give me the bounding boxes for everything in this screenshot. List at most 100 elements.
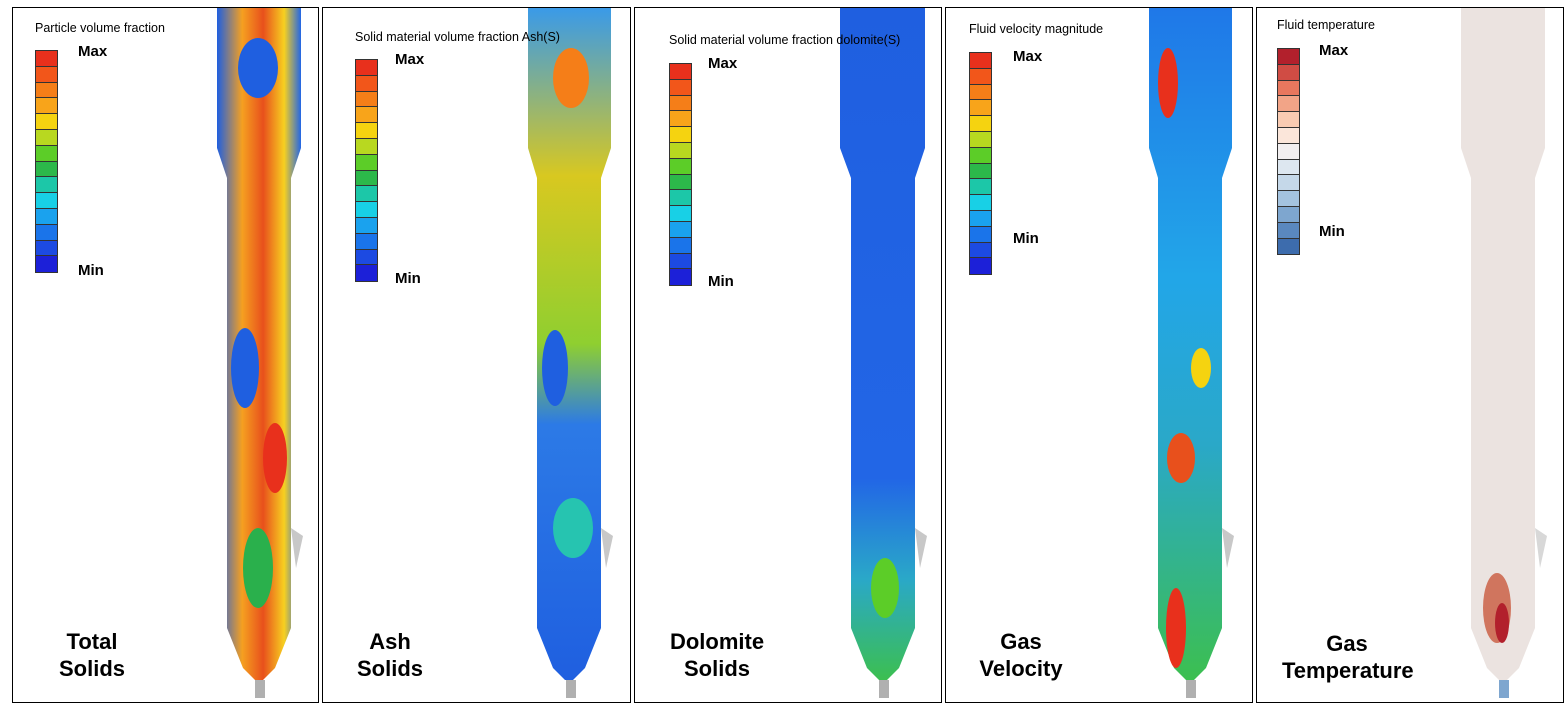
scale-swatch — [356, 202, 377, 218]
scale-swatch — [356, 154, 377, 171]
caption: Dolomite Solids — [652, 628, 782, 682]
scale-swatch — [970, 242, 991, 259]
panel-gas-velocity: Fluid velocity magnitude Max Min Gas Vel… — [945, 7, 1253, 703]
scale-swatch — [970, 163, 991, 180]
panel-dolomite-solids: Solid material volume fraction dolomite(… — [634, 7, 942, 703]
caption-line-1: Total — [66, 629, 118, 654]
caption: Total Solids — [27, 628, 157, 682]
scale-swatch — [356, 170, 377, 187]
scale-swatch — [670, 111, 691, 128]
min-label: Min — [1319, 223, 1345, 240]
min-label: Min — [1013, 230, 1039, 247]
caption-line-2: Solids — [356, 656, 423, 681]
scale-swatch — [670, 95, 691, 112]
caption-line-1: Dolomite — [669, 629, 765, 654]
caption-line-2: Velocity — [979, 656, 1063, 681]
scale-swatch — [670, 127, 691, 143]
scale-swatch — [36, 177, 57, 194]
caption: Gas Velocity — [956, 628, 1086, 682]
max-label: Max — [395, 51, 425, 68]
scale-swatch — [970, 116, 991, 132]
scale-swatch — [670, 206, 691, 222]
caption-line-2: Temperature — [1282, 658, 1414, 683]
scale-swatch — [670, 221, 691, 238]
scale-swatch — [670, 64, 691, 80]
scale-swatch — [36, 224, 57, 241]
max-label: Max — [1013, 48, 1043, 65]
scale-swatch — [1278, 64, 1299, 81]
scale-swatch — [36, 145, 57, 162]
scale-swatch — [1278, 238, 1299, 255]
scale-swatch — [970, 147, 991, 164]
scale-swatch — [670, 174, 691, 191]
caption-line-1: Ash — [369, 629, 411, 654]
scale-swatch — [356, 75, 377, 92]
caption-line-1: Gas — [1326, 631, 1368, 656]
scale-swatch — [670, 269, 691, 286]
scale-swatch — [356, 123, 377, 139]
scale-swatch — [356, 265, 377, 282]
scale-swatch — [670, 79, 691, 96]
caption-line-1: Gas — [1000, 629, 1042, 654]
caption: Gas Temperature — [1282, 630, 1414, 684]
max-label: Max — [708, 55, 738, 72]
legend-title: Fluid velocity magnitude — [969, 22, 1104, 36]
scale-swatch — [1278, 206, 1299, 223]
caption: Ash Solids — [325, 628, 455, 682]
reactor-contour-dolomite-solids — [840, 8, 927, 698]
scale-swatch — [970, 84, 991, 101]
scale-swatch — [36, 66, 57, 83]
color-scale — [35, 50, 58, 274]
scale-swatch — [1278, 49, 1299, 65]
scale-swatch — [36, 208, 57, 225]
legend-title: Solid material volume fraction Ash(S) — [355, 30, 560, 44]
scale-swatch — [356, 217, 377, 234]
panel-total-solids: Particle volume fraction Max Min Total S… — [12, 7, 319, 703]
scale-swatch — [1278, 80, 1299, 97]
caption-line-2: Solids — [58, 656, 125, 681]
scale-swatch — [1278, 143, 1299, 160]
color-scale — [1277, 48, 1300, 256]
scale-swatch — [356, 107, 377, 124]
min-label: Min — [395, 270, 421, 287]
reactor-contour-total-solids — [217, 8, 303, 698]
scale-swatch — [1278, 96, 1299, 113]
scale-swatch — [356, 233, 377, 250]
scale-swatch — [1278, 175, 1299, 192]
scale-swatch — [36, 240, 57, 257]
scale-swatch — [670, 158, 691, 175]
scale-swatch — [1278, 112, 1299, 128]
scale-swatch — [36, 82, 57, 99]
scale-swatch — [970, 179, 991, 196]
panel-gas-temperature: Fluid temperature Max Min Gas Temperatur… — [1256, 7, 1564, 703]
scale-swatch — [970, 68, 991, 85]
reactor-contour-ash-solids — [528, 8, 613, 698]
reactor-contour-gas-temperature — [1461, 8, 1547, 698]
scale-swatch — [36, 98, 57, 115]
scale-swatch — [970, 226, 991, 243]
scale-swatch — [1278, 191, 1299, 207]
scale-swatch — [670, 190, 691, 207]
scale-swatch — [970, 258, 991, 275]
scale-swatch — [1278, 222, 1299, 239]
caption-line-2: Solids — [683, 656, 750, 681]
legend-title: Particle volume fraction — [35, 21, 165, 35]
scale-swatch — [356, 186, 377, 203]
min-label: Min — [708, 273, 734, 290]
legend-title: Fluid temperature — [1277, 18, 1375, 32]
scale-swatch — [970, 100, 991, 117]
scale-swatch — [1278, 127, 1299, 144]
scale-swatch — [1278, 159, 1299, 176]
scale-swatch — [36, 51, 57, 67]
scale-swatch — [970, 195, 991, 211]
scale-swatch — [356, 138, 377, 155]
panel-ash-solids: Solid material volume fraction Ash(S) Ma… — [322, 7, 631, 703]
scale-swatch — [970, 53, 991, 69]
scale-swatch — [36, 256, 57, 273]
scale-swatch — [356, 249, 377, 266]
scale-swatch — [356, 60, 377, 76]
min-label: Min — [78, 262, 104, 279]
scale-swatch — [36, 129, 57, 146]
color-scale — [669, 63, 692, 287]
scale-swatch — [36, 193, 57, 209]
